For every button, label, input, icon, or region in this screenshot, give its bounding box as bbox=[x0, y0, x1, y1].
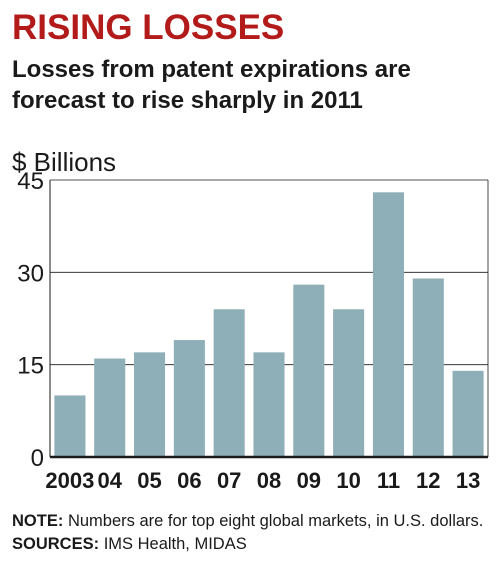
x-tick-label-04: 04 bbox=[97, 468, 122, 493]
note-text: Numbers are for top eight global markets… bbox=[67, 512, 484, 530]
x-tick-label-09: 09 bbox=[297, 468, 321, 493]
chart-subtitle: Losses from patent expirations are forec… bbox=[12, 56, 411, 114]
sources-text: IMS Health, MIDAS bbox=[103, 535, 247, 553]
bar-12 bbox=[412, 278, 444, 457]
note-label: NOTE: bbox=[12, 512, 64, 530]
bar-11 bbox=[372, 192, 404, 458]
bar-06 bbox=[173, 340, 205, 457]
bar-13 bbox=[452, 370, 484, 457]
bar-04 bbox=[94, 358, 126, 457]
x-tick-label-12: 12 bbox=[416, 468, 440, 493]
y-axis-unit-label: $ Billions bbox=[12, 147, 117, 177]
chart-footnote: NOTE: Numbers are for top eight global m… bbox=[12, 510, 492, 556]
sources-label: SOURCES: bbox=[12, 535, 100, 553]
x-tick-label-11: 11 bbox=[377, 468, 400, 493]
y-tick-label-45: 45 bbox=[17, 168, 44, 195]
bar-09 bbox=[293, 284, 325, 457]
x-tick-label-06: 06 bbox=[177, 468, 201, 493]
x-tick-label-05: 05 bbox=[137, 468, 161, 493]
y-tick-label-0: 0 bbox=[31, 445, 44, 472]
bar-08 bbox=[253, 352, 285, 457]
chart-headline: RISING LOSSES bbox=[12, 8, 285, 47]
bar-2003 bbox=[54, 395, 86, 457]
x-tick-label-2003: 2003 bbox=[45, 468, 94, 493]
y-tick-label-30: 30 bbox=[17, 260, 44, 287]
x-tick-label-07: 07 bbox=[217, 468, 241, 493]
x-tick-label-13: 13 bbox=[456, 468, 480, 493]
bar-07 bbox=[213, 309, 245, 457]
bar-10 bbox=[333, 309, 365, 457]
x-tick-label-08: 08 bbox=[257, 468, 281, 493]
y-tick-label-15: 15 bbox=[17, 353, 44, 380]
x-tick-label-10: 10 bbox=[336, 468, 360, 493]
bar-05 bbox=[134, 352, 166, 457]
bar-chart: 0 15 30 45 2003 04 05 06 07 08 09 10 11 12 13 bbox=[17, 168, 489, 493]
